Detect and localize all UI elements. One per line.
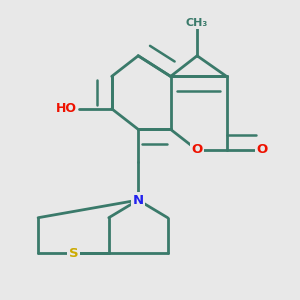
Text: O: O [191,143,203,157]
Text: CH₃: CH₃ [186,18,208,28]
Text: S: S [69,247,78,260]
Text: HO: HO [56,102,76,115]
Text: O: O [256,143,268,157]
Text: N: N [133,194,144,207]
